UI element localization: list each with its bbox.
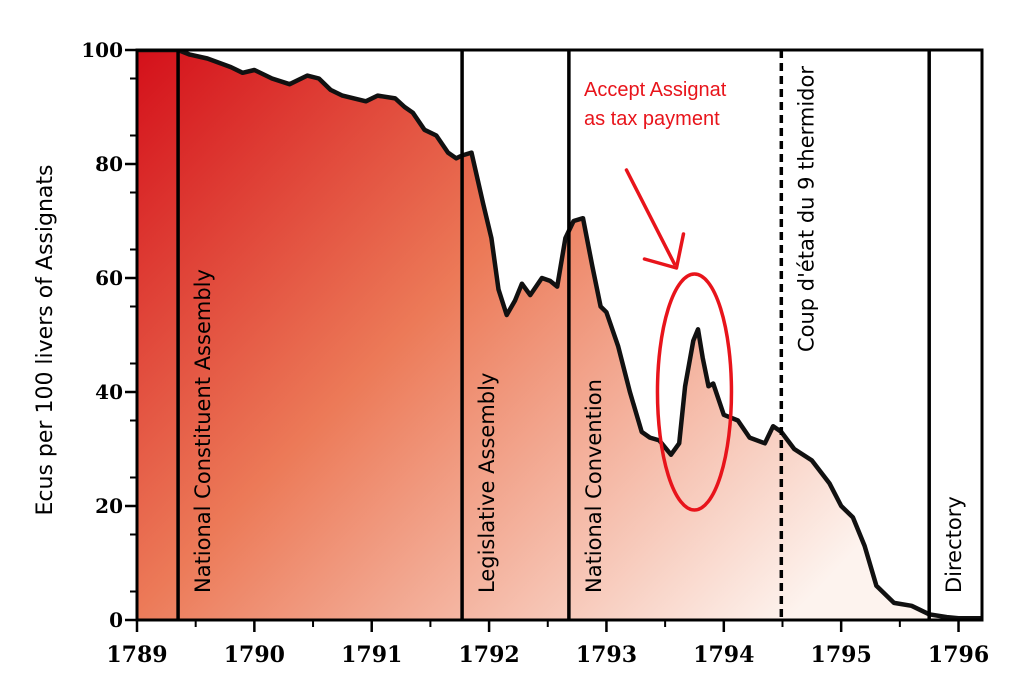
era-label: Coup d'état du 9 thermidor [794, 66, 818, 352]
annotation-arrowhead [642, 232, 686, 270]
annotation-ellipse [655, 272, 734, 512]
annotation-layer: Accept Assignat as tax payment [584, 79, 734, 512]
x-tick-label: 1791 [341, 642, 402, 668]
x-tick-label: 1794 [693, 642, 754, 668]
series-area [137, 50, 982, 620]
x-tick-label: 1790 [224, 642, 285, 668]
era-label: National Constituent Assembly [191, 269, 215, 593]
x-tick-label: 1793 [576, 642, 637, 668]
x-tick-label: 1795 [811, 642, 872, 668]
plot-frame [135, 48, 984, 622]
annotation-text: Accept Assignat [584, 79, 727, 101]
y-tick-label: 80 [95, 152, 123, 176]
axes-layer: 0 20 40 60 80 100 1789 1790 1791 1792 1793 1794 1795… [81, 38, 989, 668]
annotation-text: as tax payment [584, 108, 720, 130]
series-line [137, 50, 982, 620]
y-tick-label: 100 [81, 38, 123, 62]
annotation-arrow [624, 168, 677, 266]
y-axis-label: Ecus per 100 livers of Assignats [33, 165, 58, 516]
era-label: Legislative Assembly [475, 373, 499, 593]
x-tick-label: 1792 [458, 642, 519, 668]
era-label: National Convention [582, 379, 606, 593]
y-tick-label: 40 [95, 380, 123, 404]
era-label: Directory [942, 496, 966, 593]
y-tick-label: 20 [95, 494, 123, 518]
area-layer [137, 50, 982, 620]
x-tick-label: 1789 [106, 642, 167, 668]
y-tick-label: 0 [109, 608, 123, 632]
y-tick-label: 60 [95, 266, 123, 290]
era-layer: National Constituent Assembly Legislative… [176, 50, 966, 620]
x-tick-label: 1796 [928, 642, 989, 668]
